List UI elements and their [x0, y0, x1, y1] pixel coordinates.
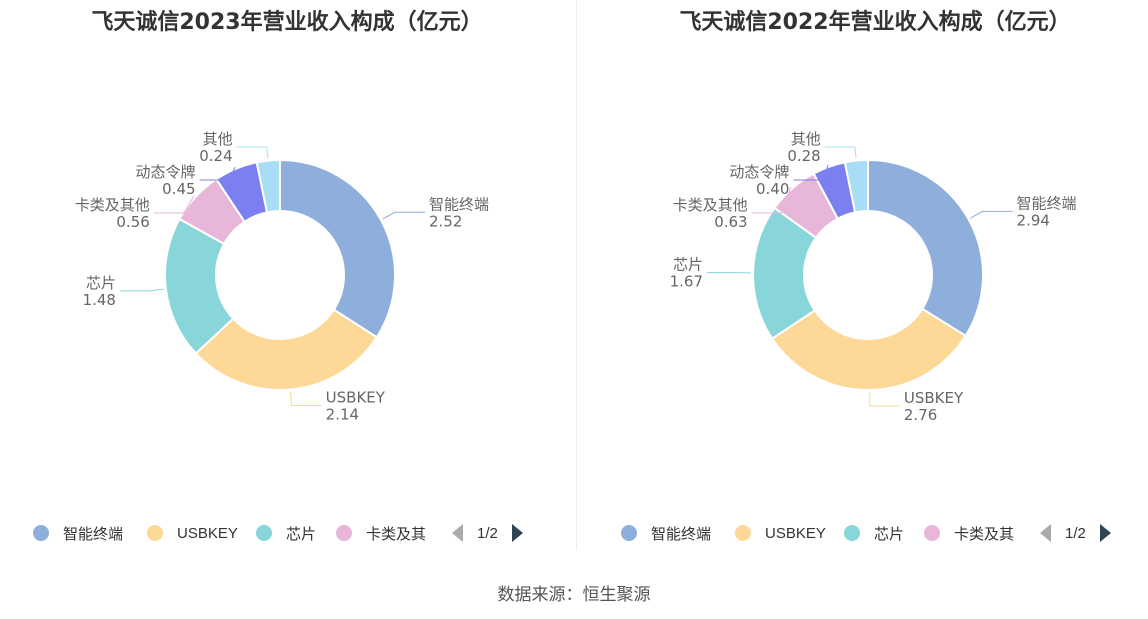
- legend-dot: [844, 525, 860, 541]
- slice-label: 卡类及其他: [75, 196, 150, 214]
- chart-panel-2022: 飞天诚信2022年营业收入构成（亿元） 智能终端 2.94 USBKEY 2.76 芯片…: [588, 0, 1148, 550]
- divider: [576, 0, 577, 550]
- legend: 智能终端 USBKEY 芯片 卡类及其 1/2: [588, 518, 1148, 548]
- slice-label: 其他: [791, 130, 821, 148]
- legend-item[interactable]: USBKEY: [735, 518, 826, 548]
- legend-item[interactable]: USBKEY: [147, 518, 238, 548]
- chart-title: 飞天诚信2023年营业收入构成（亿元）: [91, 10, 483, 35]
- slice-value-label: 0.28: [787, 147, 820, 165]
- pager-text: 1/2: [477, 524, 498, 542]
- slice-value-label: 0.40: [756, 180, 789, 198]
- slice-label: 智能终端: [1017, 194, 1077, 212]
- label-line: [289, 391, 322, 406]
- pie-slice[interactable]: [279, 158, 396, 339]
- pager-text: 1/2: [1065, 524, 1086, 542]
- chart-title: 飞天诚信2022年营业收入构成（亿元）: [679, 10, 1071, 35]
- slice-value-label: 2.94: [1017, 211, 1050, 229]
- slice-label: 芯片: [86, 274, 116, 292]
- slice-label: USBKEY: [326, 388, 386, 406]
- slice-value-label: 0.45: [162, 180, 195, 198]
- slice-value-label: 0.24: [199, 147, 232, 165]
- legend-label: 卡类及其: [366, 525, 427, 543]
- legend-item[interactable]: 卡类及其: [336, 518, 436, 548]
- slice-value-label: 1.67: [670, 273, 703, 291]
- label-line: [382, 211, 425, 220]
- label-line: [970, 210, 1013, 219]
- pie-slice[interactable]: [770, 307, 967, 391]
- legend-item[interactable]: 芯片: [844, 518, 904, 548]
- legend-dot: [621, 525, 637, 541]
- label-line: [793, 164, 829, 181]
- slice-label: 智能终端: [429, 195, 489, 213]
- legend-item[interactable]: 卡类及其: [924, 518, 1024, 548]
- slice-label: 卡类及其他: [673, 196, 748, 214]
- legend-label: 智能终端: [63, 525, 124, 543]
- label-line: [199, 166, 236, 181]
- legend-pager: 1/2: [1040, 518, 1111, 548]
- next-page-icon[interactable]: [1099, 524, 1111, 542]
- label-line: [869, 391, 900, 407]
- legend-label: USBKEY: [765, 524, 826, 542]
- chart-panel-2023: 飞天诚信2023年营业收入构成（亿元） 智能终端 2.52 USBKEY 2.14 芯片…: [0, 0, 574, 550]
- legend-item[interactable]: 智能终端: [33, 518, 123, 548]
- slice-label: USBKEY: [904, 389, 964, 407]
- legend-dot: [147, 525, 163, 541]
- legend-item[interactable]: 智能终端: [621, 518, 711, 548]
- label-line: [153, 195, 195, 214]
- label-line: [236, 146, 269, 159]
- slice-value-label: 0.63: [714, 213, 747, 231]
- next-page-icon[interactable]: [511, 524, 523, 542]
- legend-dot: [256, 525, 272, 541]
- slice-value-label: 2.76: [904, 406, 937, 424]
- slice-label: 动态令牌: [729, 163, 789, 181]
- slice-label: 其他: [203, 130, 233, 148]
- label-line: [119, 288, 164, 292]
- legend-dot: [336, 525, 352, 541]
- legend: 智能终端 USBKEY 芯片 卡类及其 1/2: [0, 518, 574, 548]
- legend-label: USBKEY: [177, 524, 238, 542]
- label-line: [751, 186, 792, 214]
- prev-page-icon[interactable]: [452, 524, 463, 542]
- label-line: [824, 146, 857, 159]
- pie-slice[interactable]: [843, 158, 869, 214]
- legend-dot: [735, 525, 751, 541]
- legend-label: 卡类及其: [954, 525, 1015, 543]
- legend-label: 智能终端: [651, 525, 712, 543]
- legend-dot: [924, 525, 940, 541]
- legend-dot: [33, 525, 49, 541]
- prev-page-icon[interactable]: [1040, 524, 1051, 542]
- data-source: 数据来源：恒生聚源: [497, 585, 651, 604]
- slice-value-label: 2.14: [326, 405, 359, 423]
- slice-value-label: 2.52: [429, 212, 462, 230]
- pie-slice[interactable]: [194, 308, 379, 391]
- slice-label: 芯片: [673, 256, 703, 274]
- legend-label: 芯片: [874, 525, 905, 543]
- slice-value-label: 1.48: [83, 291, 116, 309]
- legend-label: 芯片: [286, 525, 317, 543]
- slice-value-label: 0.56: [116, 213, 149, 231]
- pie-slice[interactable]: [255, 158, 281, 214]
- pie-slice[interactable]: [867, 158, 984, 338]
- legend-item[interactable]: 芯片: [256, 518, 316, 548]
- slice-label: 动态令牌: [136, 163, 196, 181]
- legend-pager: 1/2: [452, 518, 523, 548]
